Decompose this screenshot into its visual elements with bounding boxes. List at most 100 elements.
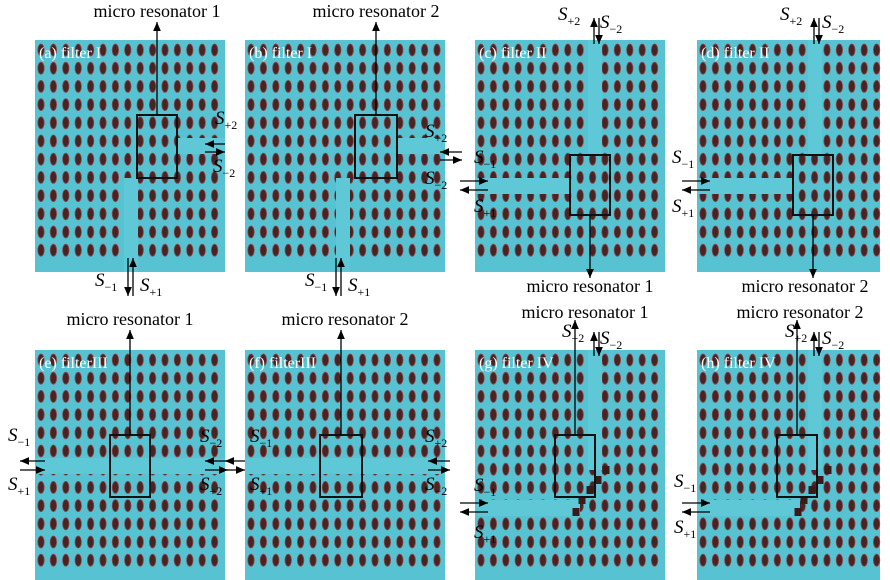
port-symbol: S — [215, 108, 225, 129]
rod — [50, 554, 56, 566]
rod — [737, 226, 743, 238]
rod — [174, 390, 180, 402]
rod — [322, 226, 328, 238]
rod — [700, 135, 706, 147]
rod — [639, 44, 645, 56]
rod — [627, 518, 633, 530]
rod — [310, 80, 316, 92]
rod — [187, 427, 193, 439]
rod — [787, 244, 793, 256]
rod — [359, 99, 365, 111]
rod — [602, 80, 608, 92]
rod — [162, 190, 168, 202]
rod — [273, 518, 279, 530]
rod — [397, 372, 403, 384]
rod — [503, 226, 509, 238]
rod — [787, 226, 793, 238]
rod — [50, 372, 56, 384]
rod — [409, 554, 415, 566]
port-subscript: −2 — [832, 22, 845, 36]
rod — [787, 99, 793, 111]
rod — [774, 135, 780, 147]
rod — [774, 554, 780, 566]
rod — [824, 390, 830, 402]
rod — [774, 244, 780, 256]
rod — [137, 99, 143, 111]
rod — [347, 390, 353, 402]
rod — [799, 226, 805, 238]
port-symbol: S — [474, 196, 484, 217]
rod — [762, 409, 768, 421]
rod — [335, 372, 341, 384]
rod — [347, 44, 353, 56]
rod — [799, 171, 805, 183]
rod — [199, 244, 205, 256]
rod — [700, 409, 706, 421]
rod — [787, 117, 793, 129]
rod — [112, 208, 118, 220]
rod — [565, 80, 571, 92]
rod — [149, 390, 155, 402]
rod — [749, 427, 755, 439]
rod — [589, 536, 595, 548]
rod — [384, 481, 390, 493]
rod — [38, 62, 44, 74]
rod — [260, 117, 266, 129]
rod — [322, 409, 328, 421]
rod — [627, 354, 633, 366]
rod — [861, 481, 867, 493]
rod — [700, 554, 706, 566]
port-subscript: +1 — [260, 484, 273, 498]
rod — [409, 518, 415, 530]
rod — [409, 190, 415, 202]
rod — [38, 481, 44, 493]
rod — [515, 226, 521, 238]
rod — [421, 80, 427, 92]
rod — [503, 99, 509, 111]
rod — [787, 481, 793, 493]
resonator-label: micro resonator 2 — [737, 302, 864, 322]
rod — [211, 208, 217, 220]
rod — [63, 153, 69, 165]
rod — [260, 244, 266, 256]
rod — [285, 500, 291, 512]
rod — [137, 44, 143, 56]
rod — [372, 409, 378, 421]
rod — [503, 536, 509, 548]
rod — [873, 62, 879, 74]
rod — [515, 62, 521, 74]
rod — [310, 226, 316, 238]
rod — [384, 372, 390, 384]
rod — [162, 445, 168, 457]
rod — [322, 481, 328, 493]
rod — [565, 445, 571, 457]
rod — [861, 80, 867, 92]
rod — [38, 80, 44, 92]
rod — [384, 500, 390, 512]
rod — [409, 171, 415, 183]
rod — [527, 80, 533, 92]
port-symbol: S — [250, 474, 260, 495]
rod — [749, 390, 755, 402]
rod — [162, 481, 168, 493]
rod — [700, 244, 706, 256]
rod — [75, 226, 81, 238]
rod — [322, 518, 328, 530]
rod — [199, 44, 205, 56]
rod — [799, 372, 805, 384]
rod — [359, 372, 365, 384]
rod — [384, 390, 390, 402]
rod — [824, 135, 830, 147]
port-label: S+2 — [558, 4, 580, 28]
rod — [434, 208, 440, 220]
rod — [372, 226, 378, 238]
rod — [540, 554, 546, 566]
rod — [273, 62, 279, 74]
waveguide — [475, 500, 580, 516]
rod — [515, 445, 521, 457]
rod — [187, 390, 193, 402]
rod — [335, 500, 341, 512]
rod — [725, 226, 731, 238]
rod — [297, 536, 303, 548]
rod — [849, 244, 855, 256]
